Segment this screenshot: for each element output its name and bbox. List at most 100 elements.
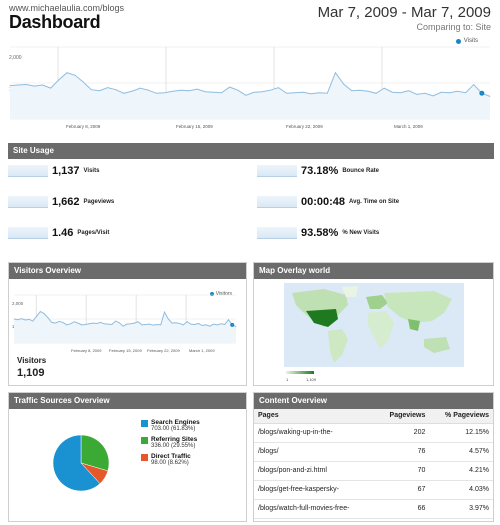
traffic-sources-header: Traffic Sources Overview [9,393,246,409]
map-region-asia[interactable] [384,291,452,323]
map-overlay-header: Map Overlay world [254,263,493,279]
stat-avg-time[interactable]: 00:00:48 Avg. Time on Site [257,196,399,208]
series-point [25,84,27,85]
page-link[interactable]: /blogs/ [254,442,376,462]
pct-cell: 4.57% [429,442,493,462]
pages-per-visit-sparkline [8,227,48,239]
site-usage-header: Site Usage [8,143,494,159]
series-point [164,92,165,94]
series-point [326,92,328,94]
visitors-xtick-3: February 22, 2009 [147,348,180,353]
site-url: www.michaelaulia.com/blogs [9,3,125,13]
series-point [465,92,466,94]
series-point [88,323,90,325]
series-point [139,87,141,89]
main-xtick-2: February 15, 2009 [176,124,213,129]
legend-value: 98.00 (8.62%) [151,460,189,466]
series-point [70,323,71,325]
pageviews-cell: 76 [375,442,430,462]
map-region-southeast-asia[interactable] [408,319,420,331]
stat-value: 1,662 [52,196,80,208]
visitors-chart[interactable] [12,293,240,348]
main-xtick-3: February 22, 2009 [286,124,323,129]
series-point [134,322,135,324]
series-point [383,87,385,89]
stat-label: Pages/Visit [77,230,110,236]
stat-new-visits[interactable]: 93.58% % New Visits [257,227,379,239]
stat-pageviews[interactable]: 1,662 Pageviews [8,196,114,208]
traffic-pie-chart[interactable] [51,433,111,493]
page-link[interactable]: /blogs/watch-full-movies-free- [254,499,376,519]
series-point [182,324,184,326]
content-overview-panel: Content Overview Pages Pageviews % Pagev… [253,392,494,522]
avg-time-sparkline [257,196,297,208]
stat-bounce-rate[interactable]: 73.18% Bounce Rate [257,165,379,177]
series-point [99,90,100,92]
map-region-europe[interactable] [366,295,388,309]
map-region-australia[interactable] [424,337,450,353]
series-point [47,317,49,319]
main-visits-chart[interactable] [8,45,494,140]
pct-cell: 4.03% [429,480,493,500]
map-region-africa[interactable] [368,311,394,349]
series-point [424,92,426,94]
series-point [24,319,26,321]
map-scale-bar [286,371,314,374]
date-range-selector[interactable]: Mar 7, 2009 - Mar 7, 2009 [317,4,491,21]
series-point [457,90,458,92]
series-point [408,90,410,92]
series-point [81,324,83,326]
new-visits-sparkline [257,227,297,239]
table-row[interactable]: /blogs/get-free-kaspersky- 67 4.03% [254,480,493,500]
stat-visits[interactable]: 1,137 Visits [8,165,99,177]
series-point [96,323,98,324]
series-point [17,84,19,86]
legend-item-direct[interactable]: Direct Traffic 98.00 (8.62%) [141,453,200,466]
page-link[interactable]: /blogs/waking-up-in-the- [254,423,376,443]
table-row[interactable]: /blogs/waking-up-in-the- 202 12.15% [254,423,493,443]
series-line [13,310,237,327]
legend-dot-icon [455,38,461,44]
series-point [186,321,188,323]
content-table-header-row: Pages Pageviews % Pageviews [254,409,493,424]
map-region-usa[interactable] [306,309,338,327]
table-row[interactable]: /blogs/ 76 4.57% [254,442,493,462]
series-point [481,92,483,94]
map-region-south-america[interactable] [328,329,348,363]
stat-label: Bounce Rate [342,168,379,174]
content-overview-header: Content Overview [254,393,493,409]
pie-slice-referring-sites[interactable] [80,434,110,472]
series-point [335,72,336,74]
page-link[interactable]: /blogs/get-free-kaspersky- [254,480,376,500]
series-point [204,91,206,93]
legend-value: 336.00 (29.55%) [151,443,196,449]
series-point [237,89,239,91]
pie-slice-search-engines[interactable] [52,434,101,492]
series-point [9,85,11,86]
series-point [205,324,207,326]
series-point [36,315,37,317]
series-point [34,85,35,87]
pct-cell: 12.15% [429,423,493,443]
series-point [294,92,296,94]
page-link[interactable]: /blogs/pon-and-zi.html [254,461,376,481]
table-row[interactable]: /blogs/pon-and-zi.html 70 4.21% [254,461,493,481]
legend-item-search[interactable]: Search Engines 703.00 (61.83%) [141,419,200,432]
main-chart-legend-label: Visits [463,38,478,44]
series-point [212,91,214,93]
stat-pages-per-visit[interactable]: 1.46 Pages/Visit [8,227,109,239]
stat-value: 1,137 [52,165,80,177]
table-row[interactable]: /blogs/watch-full-movies-free- 66 3.97% [254,499,493,519]
series-point [73,321,75,323]
series-point [130,323,132,325]
series-point [228,319,229,321]
series-area [14,311,236,343]
series-point [197,323,199,324]
series-point [122,325,124,327]
series-point [310,93,312,95]
series-point [50,87,52,89]
map-region-greenland [342,286,358,297]
visitors-metric-label: Visitors [17,356,47,365]
legend-item-referring[interactable]: Referring Sites 336.00 (29.55%) [141,436,200,449]
world-map[interactable]: 1 1,109 [284,283,464,383]
